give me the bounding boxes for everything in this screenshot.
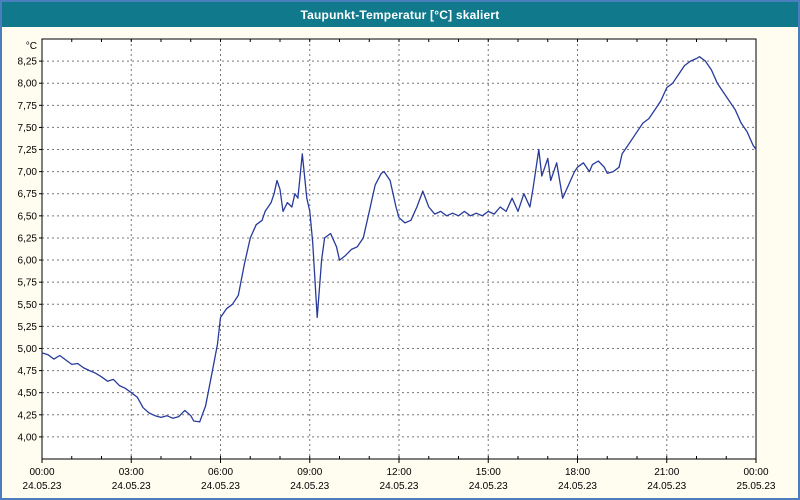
svg-text:24.05.23: 24.05.23 (290, 481, 329, 492)
chart-area: 4,00 4,25 4,50 4,75 5,00 5,25 5,50 5,75 6,00 6,25… (2, 27, 798, 498)
svg-text:24.05.23: 24.05.23 (558, 481, 597, 492)
svg-text:25.05.23: 25.05.23 (737, 481, 776, 492)
chart-title: Taupunkt-Temperatur [°C] skaliert (300, 7, 500, 22)
svg-text:7,25: 7,25 (18, 145, 38, 156)
svg-text:00:00: 00:00 (29, 467, 54, 478)
svg-text:24.05.23: 24.05.23 (112, 481, 151, 492)
svg-text:24.05.23: 24.05.23 (469, 481, 508, 492)
svg-text:12:00: 12:00 (386, 467, 411, 478)
svg-text:6,00: 6,00 (18, 256, 38, 267)
svg-text:03:00: 03:00 (119, 467, 144, 478)
svg-text:°C: °C (26, 41, 37, 52)
svg-text:4,00: 4,00 (18, 432, 38, 443)
svg-text:5,50: 5,50 (18, 300, 38, 311)
svg-text:4,50: 4,50 (18, 388, 38, 399)
svg-text:7,75: 7,75 (18, 101, 38, 112)
svg-text:00:00: 00:00 (743, 467, 768, 478)
svg-text:4,75: 4,75 (18, 366, 38, 377)
svg-text:24.05.23: 24.05.23 (647, 481, 686, 492)
svg-text:8,25: 8,25 (18, 57, 38, 68)
svg-text:24.05.23: 24.05.23 (201, 481, 240, 492)
svg-text:4,25: 4,25 (18, 410, 38, 421)
svg-text:21:00: 21:00 (654, 467, 679, 478)
svg-text:7,50: 7,50 (18, 123, 38, 134)
svg-text:6,50: 6,50 (18, 211, 38, 222)
title-bar: Taupunkt-Temperatur [°C] skaliert (2, 2, 798, 27)
svg-text:24.05.23: 24.05.23 (23, 481, 62, 492)
svg-text:6,25: 6,25 (18, 233, 38, 244)
svg-text:18:00: 18:00 (565, 467, 590, 478)
svg-text:09:00: 09:00 (297, 467, 322, 478)
svg-text:06:00: 06:00 (208, 467, 233, 478)
svg-text:5,75: 5,75 (18, 278, 38, 289)
svg-text:24.05.23: 24.05.23 (380, 481, 419, 492)
svg-text:7,00: 7,00 (18, 167, 38, 178)
svg-text:15:00: 15:00 (476, 467, 501, 478)
svg-text:6,75: 6,75 (18, 189, 38, 200)
svg-text:5,25: 5,25 (18, 322, 38, 333)
line-chart: 4,00 4,25 4,50 4,75 5,00 5,25 5,50 5,75 6,00 6,25… (18, 38, 776, 492)
svg-text:8,00: 8,00 (18, 79, 38, 90)
svg-text:5,00: 5,00 (18, 344, 38, 355)
